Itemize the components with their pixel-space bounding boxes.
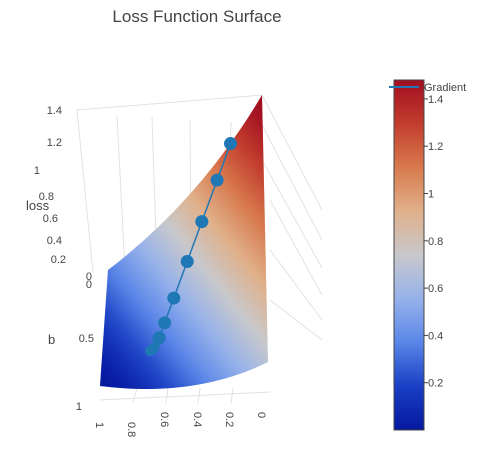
gradient-point bbox=[158, 316, 172, 330]
z-tick-label: 1.2 bbox=[47, 137, 62, 149]
z-axis-label: loss bbox=[26, 198, 50, 213]
gradient-point bbox=[195, 215, 209, 229]
z-tick-label: 0.6 bbox=[43, 213, 58, 225]
z-axis: loss 1.4 1.2 1 0.8 0.6 0.4 0.2 0 bbox=[26, 105, 92, 283]
w-tick-label: 0.6 bbox=[158, 412, 170, 427]
colorbar-tick-label: 0.6 bbox=[428, 283, 443, 295]
z-tick-label: 1 bbox=[34, 165, 40, 177]
gradient-point bbox=[224, 137, 238, 151]
z-tick-label: 1.4 bbox=[47, 105, 62, 117]
w-tick-label: 1 bbox=[93, 422, 105, 428]
w-tick-label: 0.2 bbox=[223, 412, 235, 427]
chart-title: Loss Function Surface bbox=[112, 7, 281, 26]
gradient-point bbox=[210, 173, 224, 187]
colorbar-tick-label: 0.8 bbox=[428, 236, 443, 248]
colorbar-gradient bbox=[393, 79, 425, 431]
b-tick-label: 0 bbox=[86, 279, 92, 291]
w-axis: 1 0.8 0.6 0.4 0.2 0 bbox=[93, 412, 267, 437]
b-axis: b 0 0.5 1 bbox=[48, 279, 94, 413]
legend[interactable]: Gradient bbox=[389, 82, 466, 94]
z-tick-label: 0.4 bbox=[47, 235, 62, 247]
z-tick-label: 0.2 bbox=[51, 254, 66, 266]
colorbar-tick-label: 1.2 bbox=[428, 141, 443, 153]
gradient-point bbox=[144, 346, 155, 357]
w-tick-label: 0.4 bbox=[191, 412, 203, 427]
b-axis-label: b bbox=[48, 332, 55, 347]
legend-label: Gradient bbox=[424, 82, 466, 94]
z-tick-label: 0 bbox=[86, 271, 92, 283]
z-tick-label: 0.8 bbox=[39, 191, 54, 203]
colorbar-tick-label: 1.4 bbox=[428, 94, 443, 106]
colorbar: 1.4 1.2 1 0.8 0.6 0.4 0.2 bbox=[393, 79, 443, 431]
gradient-point bbox=[167, 291, 181, 305]
b-tick-label: 0.5 bbox=[79, 333, 94, 345]
gradient-point bbox=[180, 255, 194, 269]
b-tick-label: 1 bbox=[76, 401, 82, 413]
gradient-series bbox=[144, 137, 238, 357]
colorbar-tick-label: 0.2 bbox=[428, 378, 443, 390]
colorbar-tick-label: 0.4 bbox=[428, 330, 443, 342]
w-tick-label: 0 bbox=[255, 412, 267, 418]
colorbar-tick-label: 1 bbox=[428, 189, 434, 201]
w-tick-label: 0.8 bbox=[125, 422, 137, 437]
